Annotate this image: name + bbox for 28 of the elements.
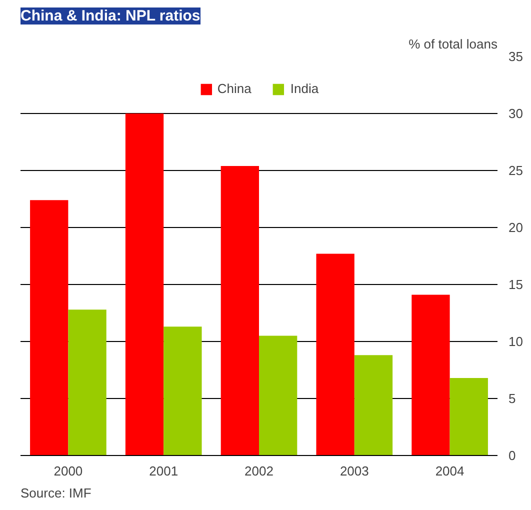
y-tick-label: 20 [508, 220, 523, 235]
y-tick-label: 30 [508, 106, 523, 121]
x-tick-label: 2003 [340, 464, 369, 478]
y-axis-title: % of total loans [408, 36, 498, 52]
bar [259, 336, 298, 456]
bar [354, 355, 393, 456]
y-tick-label: 25 [508, 163, 523, 178]
x-tick-label: 2004 [435, 464, 464, 478]
x-tick-label: 2000 [54, 464, 83, 478]
x-tick-label: 2001 [149, 464, 178, 478]
y-tick-label: 35 [508, 49, 523, 64]
bar [450, 378, 488, 456]
x-tick-label: 2002 [244, 464, 274, 478]
legend-label: China [217, 81, 252, 96]
y-tick-label: 10 [508, 334, 523, 349]
y-tick-label: 5 [508, 391, 516, 406]
y-tick-label: 15 [508, 277, 523, 292]
bar [412, 294, 450, 456]
bar [220, 166, 259, 456]
source-note: Source: IMF [20, 486, 92, 500]
legend-label: India [290, 81, 319, 96]
y-tick-label: 0 [508, 448, 516, 463]
bar [30, 200, 68, 456]
bar [125, 114, 164, 456]
chart-title: China & India: NPL ratios [20, 8, 200, 24]
bar [164, 326, 202, 456]
bar [316, 254, 354, 456]
bar [68, 310, 106, 456]
